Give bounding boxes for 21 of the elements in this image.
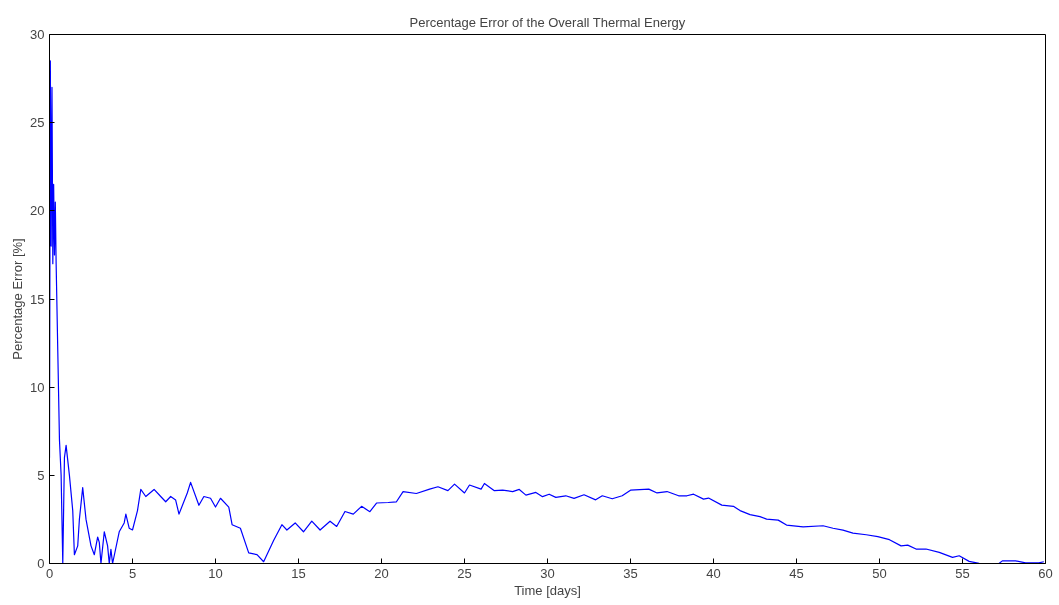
x-tick-label: 10 (208, 565, 223, 581)
x-tick-label: 20 (374, 565, 389, 581)
y-tick-label: 5 (37, 467, 45, 483)
y-tick-label: 15 (30, 291, 45, 307)
y-axis-title: Percentage Error [%] (10, 238, 26, 360)
x-axis-title: Time [days] (514, 582, 581, 598)
y-tick-label: 25 (30, 115, 45, 131)
y-tick-label: 20 (30, 203, 45, 219)
x-tick-label: 50 (872, 565, 887, 581)
x-tick-label: 60 (1038, 565, 1053, 581)
x-tick-label: 55 (955, 565, 970, 581)
x-tick-label: 40 (706, 565, 721, 581)
x-tick-label: 5 (128, 565, 137, 581)
y-tick-label: 30 (30, 27, 45, 42)
x-tick-label: 30 (540, 565, 555, 581)
chart-title: Percentage Error of the Overall Thermal Energy (409, 14, 686, 30)
x-tick-label: 15 (291, 565, 306, 581)
y-tick-label: 10 (30, 379, 45, 395)
x-tick-label: 25 (457, 565, 472, 581)
x-tick-label: 35 (623, 565, 638, 581)
x-tick-label: 45 (789, 565, 804, 581)
